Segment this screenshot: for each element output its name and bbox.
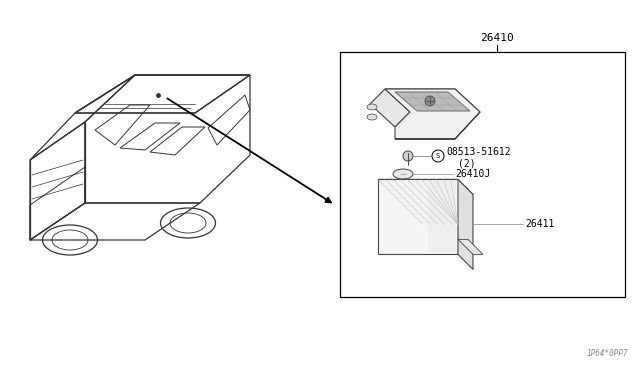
- Text: S: S: [436, 153, 440, 159]
- Circle shape: [425, 96, 435, 106]
- Polygon shape: [378, 179, 458, 254]
- Polygon shape: [458, 240, 483, 254]
- Ellipse shape: [367, 114, 377, 120]
- Text: 26410J: 26410J: [455, 169, 490, 179]
- Text: 26411: 26411: [525, 219, 554, 230]
- Text: (2): (2): [458, 159, 476, 169]
- Text: 26410: 26410: [480, 33, 514, 43]
- Circle shape: [403, 151, 413, 161]
- Polygon shape: [370, 89, 410, 127]
- Text: 08513-51612: 08513-51612: [446, 147, 511, 157]
- Polygon shape: [395, 112, 480, 139]
- Polygon shape: [458, 179, 473, 269]
- Bar: [340, 52, 625, 297]
- Polygon shape: [378, 179, 473, 195]
- Polygon shape: [428, 182, 456, 252]
- Text: 1P64*0PP7: 1P64*0PP7: [586, 349, 628, 358]
- Polygon shape: [385, 89, 480, 112]
- Polygon shape: [385, 89, 480, 139]
- Ellipse shape: [367, 104, 377, 110]
- Polygon shape: [395, 92, 470, 111]
- Ellipse shape: [393, 169, 413, 179]
